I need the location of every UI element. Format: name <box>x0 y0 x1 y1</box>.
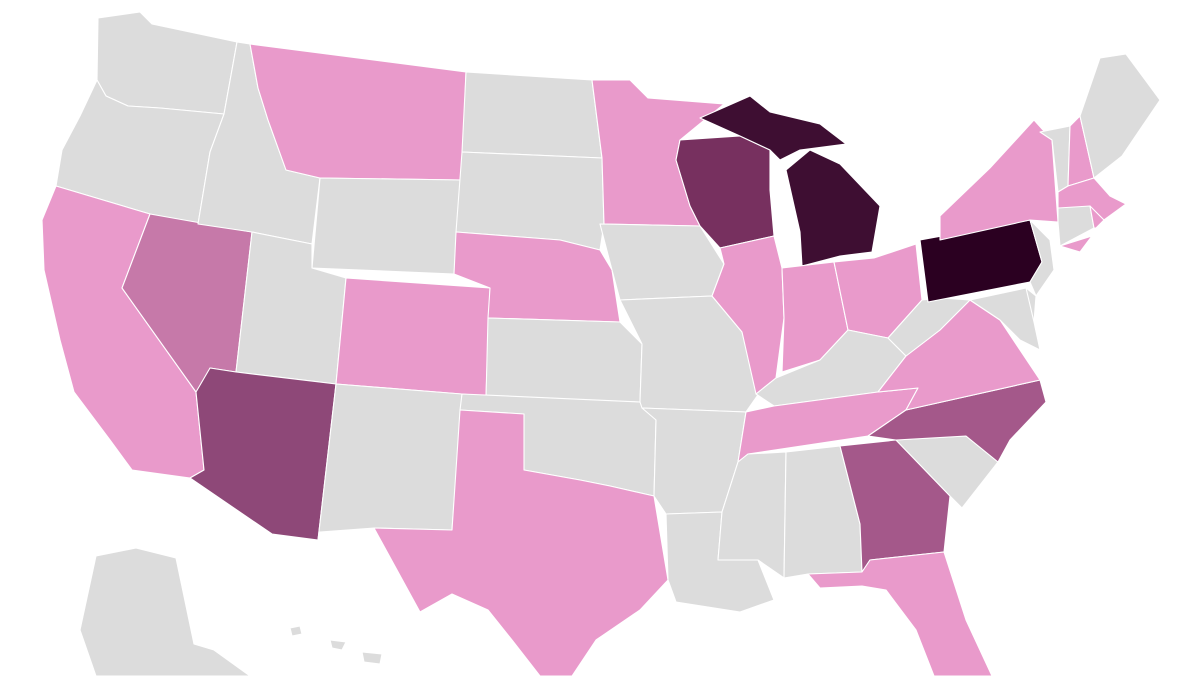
state-wa[interactable] <box>96 11 238 115</box>
state-fl[interactable] <box>807 551 993 676</box>
state-wy[interactable] <box>311 177 463 275</box>
state-mi[interactable] <box>699 95 881 267</box>
state-ak[interactable] <box>79 547 251 676</box>
state-me[interactable] <box>1079 53 1161 179</box>
state-tx[interactable] <box>373 409 669 676</box>
state-ri[interactable] <box>1089 205 1105 229</box>
state-ia[interactable] <box>599 223 725 301</box>
state-nm[interactable] <box>317 383 463 541</box>
state-ms[interactable] <box>717 451 787 579</box>
state-mt[interactable] <box>249 43 467 181</box>
state-ny[interactable] <box>939 119 1093 253</box>
state-ct[interactable] <box>1057 205 1095 247</box>
state-wi[interactable] <box>675 135 775 249</box>
state-ks[interactable] <box>485 317 643 403</box>
state-md[interactable] <box>969 287 1041 351</box>
state-az[interactable] <box>189 367 337 541</box>
states-layer <box>41 11 1161 676</box>
state-nd[interactable] <box>461 71 603 159</box>
state-co[interactable] <box>335 277 491 397</box>
state-hi[interactable] <box>289 625 383 665</box>
